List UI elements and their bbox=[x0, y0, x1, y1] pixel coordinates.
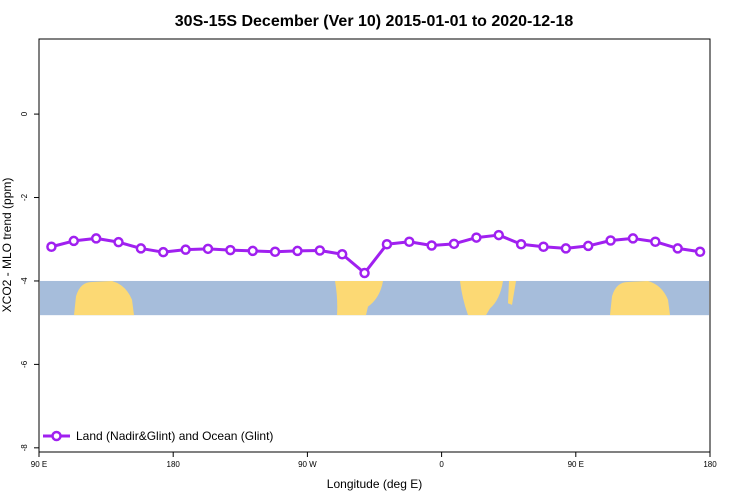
data-point bbox=[538, 241, 549, 253]
x-tick-label: 90 E bbox=[31, 460, 47, 469]
data-point bbox=[292, 245, 303, 257]
legend-label: Land (Nadir&Glint) and Ocean (Glint) bbox=[76, 429, 273, 443]
data-point bbox=[68, 235, 80, 247]
data-point bbox=[225, 244, 236, 256]
data-point bbox=[336, 249, 348, 260]
x-axis: 90 E 180 90 W 0 90 E 180 bbox=[31, 452, 717, 469]
data-point bbox=[650, 236, 661, 247]
data-point bbox=[672, 243, 683, 254]
data-point bbox=[180, 244, 191, 255]
legend-marker bbox=[51, 430, 62, 442]
y-tick-label: 0 bbox=[20, 111, 29, 116]
data-point bbox=[627, 233, 639, 244]
x-axis-label: Longitude (deg E) bbox=[327, 477, 422, 491]
legend: Land (Nadir&Glint) and Ocean (Glint) bbox=[43, 429, 273, 443]
data-point bbox=[202, 243, 214, 255]
data-point bbox=[694, 246, 706, 258]
data-point bbox=[90, 233, 102, 244]
land-region bbox=[335, 280, 383, 316]
y-tick-label: -6 bbox=[20, 360, 29, 368]
data-point bbox=[247, 245, 258, 257]
data-point bbox=[113, 236, 124, 248]
data-point bbox=[314, 245, 326, 256]
y-tick-label: -8 bbox=[20, 444, 29, 452]
land-region bbox=[610, 280, 670, 316]
x-tick-label: 0 bbox=[439, 460, 444, 469]
land-region bbox=[508, 280, 516, 305]
data-point bbox=[269, 246, 281, 258]
data-point bbox=[404, 236, 415, 247]
data-point bbox=[493, 229, 505, 241]
x-tick-label: 180 bbox=[703, 460, 717, 469]
x-tick-label: 90 W bbox=[298, 460, 317, 469]
data-point bbox=[560, 243, 572, 254]
y-tick-label: -4 bbox=[20, 277, 29, 285]
x-tick-label: 90 E bbox=[568, 460, 584, 469]
background-map-strip bbox=[40, 280, 709, 316]
data-point bbox=[46, 241, 57, 253]
data-point bbox=[359, 267, 370, 279]
y-axis: 0 -2 -4 -6 -8 bbox=[20, 111, 39, 451]
data-point bbox=[582, 240, 594, 252]
plot-frame bbox=[38, 38, 711, 453]
land-region bbox=[460, 280, 503, 316]
data-point bbox=[605, 235, 616, 246]
series-line bbox=[51, 233, 701, 275]
x-tick-label: 180 bbox=[167, 460, 181, 469]
data-point bbox=[471, 232, 482, 243]
y-tick-label: -2 bbox=[20, 193, 29, 201]
data-point bbox=[135, 243, 147, 254]
data-point bbox=[426, 240, 437, 251]
data-point bbox=[158, 246, 169, 258]
data-point bbox=[381, 238, 393, 250]
y-axis-label: XCO2 - MLO trend (ppm) bbox=[0, 178, 14, 313]
chart-title: 30S-15S December (Ver 10) 2015-01-01 to … bbox=[175, 13, 574, 30]
land-region bbox=[74, 280, 134, 316]
data-point bbox=[448, 238, 460, 250]
series-layer bbox=[46, 229, 706, 279]
data-point bbox=[515, 238, 527, 250]
